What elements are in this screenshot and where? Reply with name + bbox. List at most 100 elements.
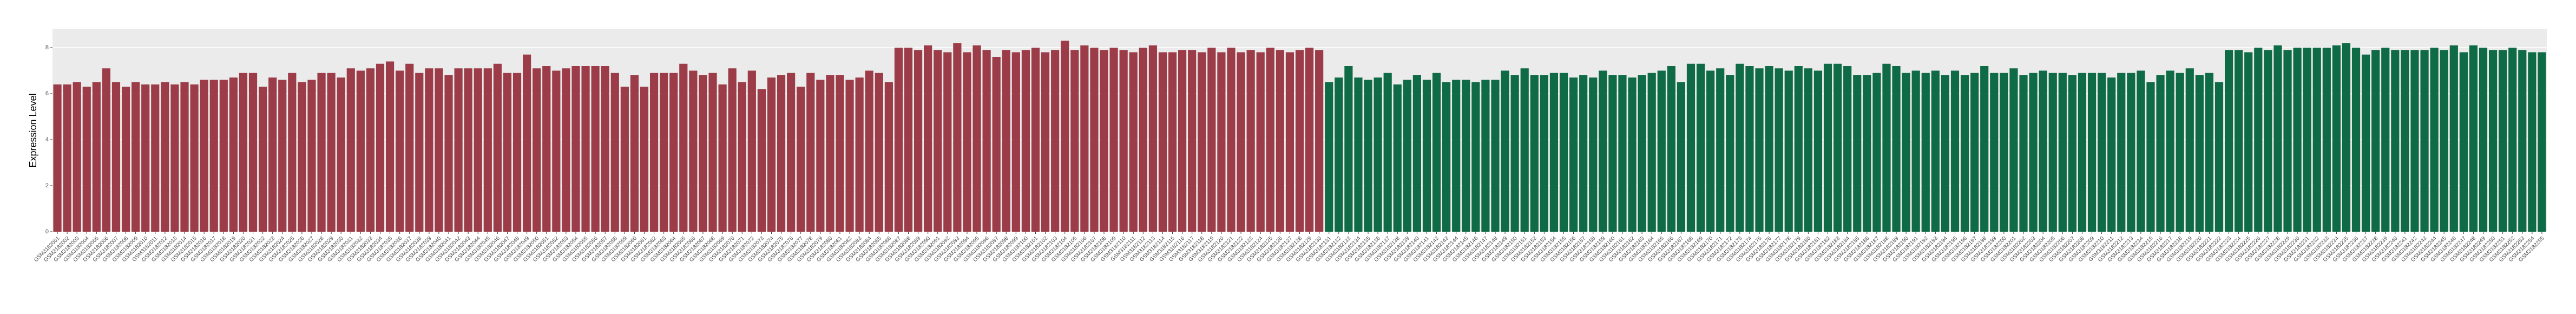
bar — [1667, 66, 1675, 232]
bar — [728, 68, 737, 232]
bar — [2332, 45, 2341, 232]
bar — [1070, 50, 1079, 232]
bar — [151, 84, 160, 232]
bar — [747, 70, 756, 232]
bar — [180, 82, 189, 232]
bar — [209, 80, 218, 232]
bar — [132, 82, 140, 232]
bar — [1510, 75, 1519, 232]
bar — [1158, 52, 1167, 232]
bar — [2078, 73, 2087, 232]
bar — [2244, 52, 2253, 232]
bar — [982, 50, 991, 232]
bar — [924, 45, 932, 232]
bar — [1589, 77, 1598, 232]
bar — [2098, 73, 2106, 232]
y-tick-label: 6 — [45, 90, 49, 97]
bar — [1471, 82, 1480, 232]
y-tick-label: 4 — [45, 136, 49, 143]
bar — [1217, 52, 1226, 232]
bar — [1804, 68, 1812, 232]
bar — [2127, 73, 2135, 232]
bar — [1276, 50, 1284, 232]
bar — [2410, 50, 2419, 232]
bar — [1393, 84, 1402, 232]
bar — [73, 82, 81, 232]
bar — [738, 82, 746, 232]
bar — [2420, 50, 2429, 232]
bar — [454, 68, 463, 232]
bar — [503, 73, 512, 232]
bar — [699, 75, 707, 232]
bar — [2518, 50, 2527, 232]
bar — [1775, 68, 1783, 232]
bar — [523, 54, 531, 232]
bar — [1618, 75, 1627, 232]
bar — [2449, 45, 2458, 232]
bar — [1002, 50, 1010, 232]
bar — [2068, 75, 2076, 232]
bar — [620, 87, 629, 232]
bar — [679, 63, 688, 232]
bar — [1834, 63, 1842, 232]
bar — [2430, 48, 2439, 232]
bar — [1716, 68, 1725, 232]
bar — [1129, 52, 1138, 232]
bar — [288, 73, 297, 232]
bar — [2459, 52, 2468, 232]
bar — [376, 63, 385, 232]
bar — [894, 48, 903, 232]
bar — [1266, 48, 1274, 232]
bar — [2117, 73, 2126, 232]
bar — [2362, 54, 2370, 232]
bar — [2214, 82, 2224, 232]
bar — [2039, 70, 2047, 232]
bar — [1285, 52, 1294, 232]
bar — [1256, 52, 1265, 232]
bar — [2528, 52, 2536, 232]
bar — [1481, 80, 1490, 232]
bar — [2048, 73, 2057, 232]
bar — [1403, 80, 1411, 232]
bar — [2273, 45, 2282, 232]
bar — [1736, 63, 1744, 232]
bar — [2479, 48, 2488, 232]
bar — [806, 73, 815, 232]
bar — [337, 77, 345, 232]
bar — [493, 63, 502, 232]
bar — [2322, 48, 2331, 232]
bar — [1080, 45, 1089, 232]
bar — [552, 70, 561, 232]
bar — [1559, 73, 1568, 232]
bar — [121, 87, 130, 232]
bar — [1853, 75, 1862, 232]
bar — [1462, 80, 1470, 232]
bar — [953, 43, 962, 232]
bar — [1696, 63, 1705, 232]
bar — [601, 66, 609, 232]
bar — [1442, 82, 1451, 232]
bar — [2401, 50, 2409, 232]
bar — [630, 75, 639, 232]
bar — [259, 87, 267, 232]
bar — [346, 68, 355, 232]
bar — [1148, 45, 1157, 232]
bar — [1491, 80, 1500, 232]
bar — [1315, 50, 1324, 232]
bar — [1813, 70, 1823, 232]
bar — [2087, 73, 2097, 232]
bar — [1530, 75, 1539, 232]
bar — [963, 52, 971, 232]
bar — [1540, 75, 1548, 232]
bar — [2166, 70, 2174, 232]
bar — [2176, 73, 2184, 232]
bar — [2488, 50, 2498, 232]
bar — [2371, 50, 2380, 232]
bar — [1325, 82, 1333, 232]
bar — [111, 82, 121, 232]
bar — [1011, 52, 1020, 232]
bar — [278, 80, 287, 232]
bar — [836, 75, 844, 232]
bar — [2303, 48, 2311, 232]
bar — [1569, 77, 1578, 232]
